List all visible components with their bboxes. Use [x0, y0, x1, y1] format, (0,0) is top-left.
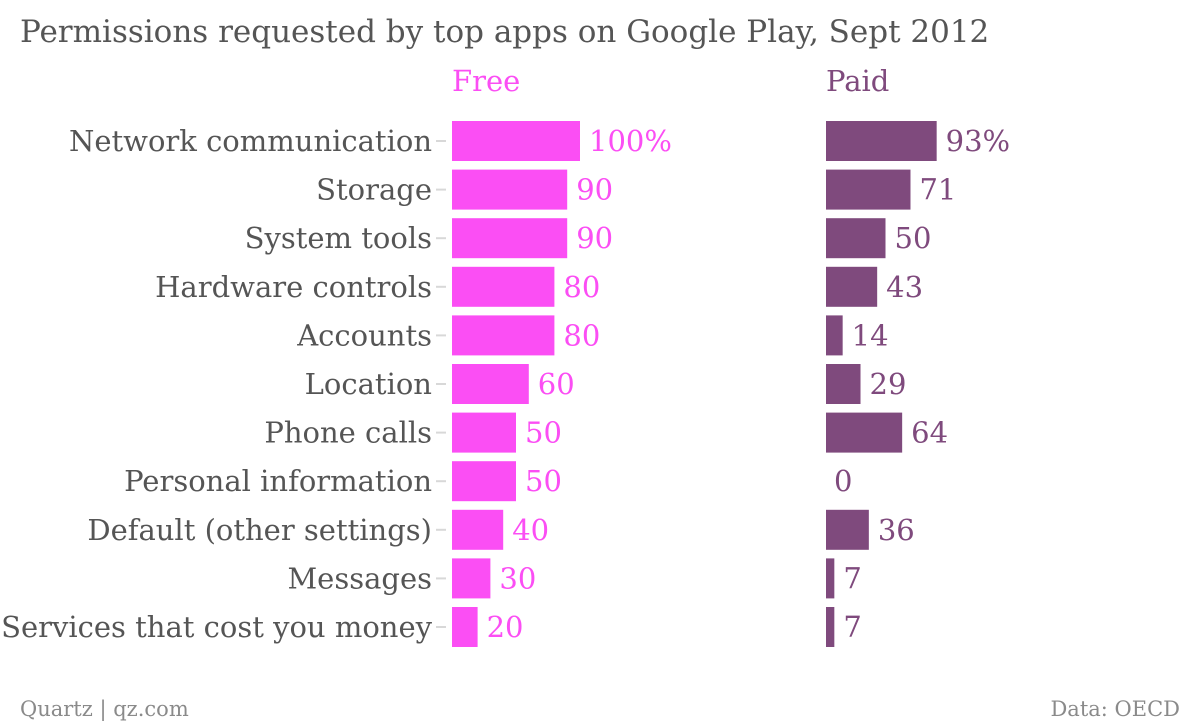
- bar-paid: [826, 558, 835, 599]
- value-label-free: 60: [538, 367, 575, 401]
- panel-title-paid: Paid: [826, 64, 889, 98]
- bar-free: [452, 558, 491, 599]
- bar-paid: [826, 412, 903, 453]
- value-label-paid: 50: [895, 221, 932, 255]
- bar-paid: [826, 315, 843, 356]
- value-label-free: 20: [487, 610, 524, 644]
- category-label: Accounts: [296, 318, 432, 352]
- value-label-free: 30: [499, 561, 536, 595]
- value-label-paid: 93%: [946, 124, 1010, 158]
- bar-paid: [826, 509, 869, 550]
- value-label-free: 50: [525, 464, 562, 498]
- panel-free: Free 100% 90 90 80 80 60 50 50 40 30 20: [452, 64, 672, 647]
- category-label: System tools: [245, 221, 432, 255]
- bar-free: [452, 412, 516, 453]
- value-label-paid: 71: [919, 173, 956, 207]
- value-label-free: 90: [576, 173, 613, 207]
- category-label: Default (other settings): [87, 513, 432, 547]
- bar-free: [452, 121, 580, 161]
- category-label: Personal information: [124, 464, 432, 498]
- category-label: Services that cost you money: [1, 610, 433, 644]
- value-label-paid: 7: [843, 610, 861, 644]
- bar-free: [452, 315, 555, 356]
- value-label-free: 80: [563, 318, 600, 352]
- value-label-paid: 14: [852, 318, 889, 352]
- value-label-paid: 43: [886, 270, 923, 304]
- value-label-free: 50: [525, 416, 562, 450]
- category-label: Hardware controls: [155, 270, 432, 304]
- bar-paid: [826, 607, 835, 647]
- bar-paid: [826, 364, 861, 404]
- value-label-paid: 0: [834, 464, 852, 498]
- bar-free: [452, 461, 516, 502]
- footer-source-left: Quartz | qz.com: [20, 697, 189, 722]
- bar-paid: [826, 169, 911, 210]
- value-label-free: 100%: [589, 124, 672, 158]
- category-label: Phone calls: [264, 416, 432, 450]
- category-label: Network communication: [69, 124, 432, 158]
- category-label: Location: [305, 367, 432, 401]
- bar-paid: [826, 218, 886, 259]
- panel-title-free: Free: [452, 64, 520, 98]
- bar-free: [452, 169, 568, 210]
- value-label-paid: 7: [843, 561, 861, 595]
- bar-paid: [826, 266, 878, 307]
- bar-free: [452, 607, 478, 647]
- bar-paid: [826, 121, 937, 161]
- bar-free: [452, 218, 568, 259]
- bar-free: [452, 509, 504, 550]
- footer-source-right: Data: OECD: [1050, 697, 1180, 721]
- category-labels: Network communication Storage System tools…: [1, 124, 446, 644]
- bar-free: [452, 364, 529, 404]
- category-label: Storage: [316, 173, 432, 207]
- value-label-free: 40: [512, 513, 549, 547]
- chart-title: Permissions requested by top apps on Goo…: [20, 14, 989, 50]
- category-label: Messages: [287, 561, 432, 595]
- value-label-free: 90: [576, 221, 613, 255]
- value-label-paid: 36: [878, 513, 915, 547]
- value-label-paid: 29: [870, 367, 907, 401]
- bar-free: [452, 266, 555, 307]
- value-label-paid: 64: [911, 416, 948, 450]
- value-label-free: 80: [563, 270, 600, 304]
